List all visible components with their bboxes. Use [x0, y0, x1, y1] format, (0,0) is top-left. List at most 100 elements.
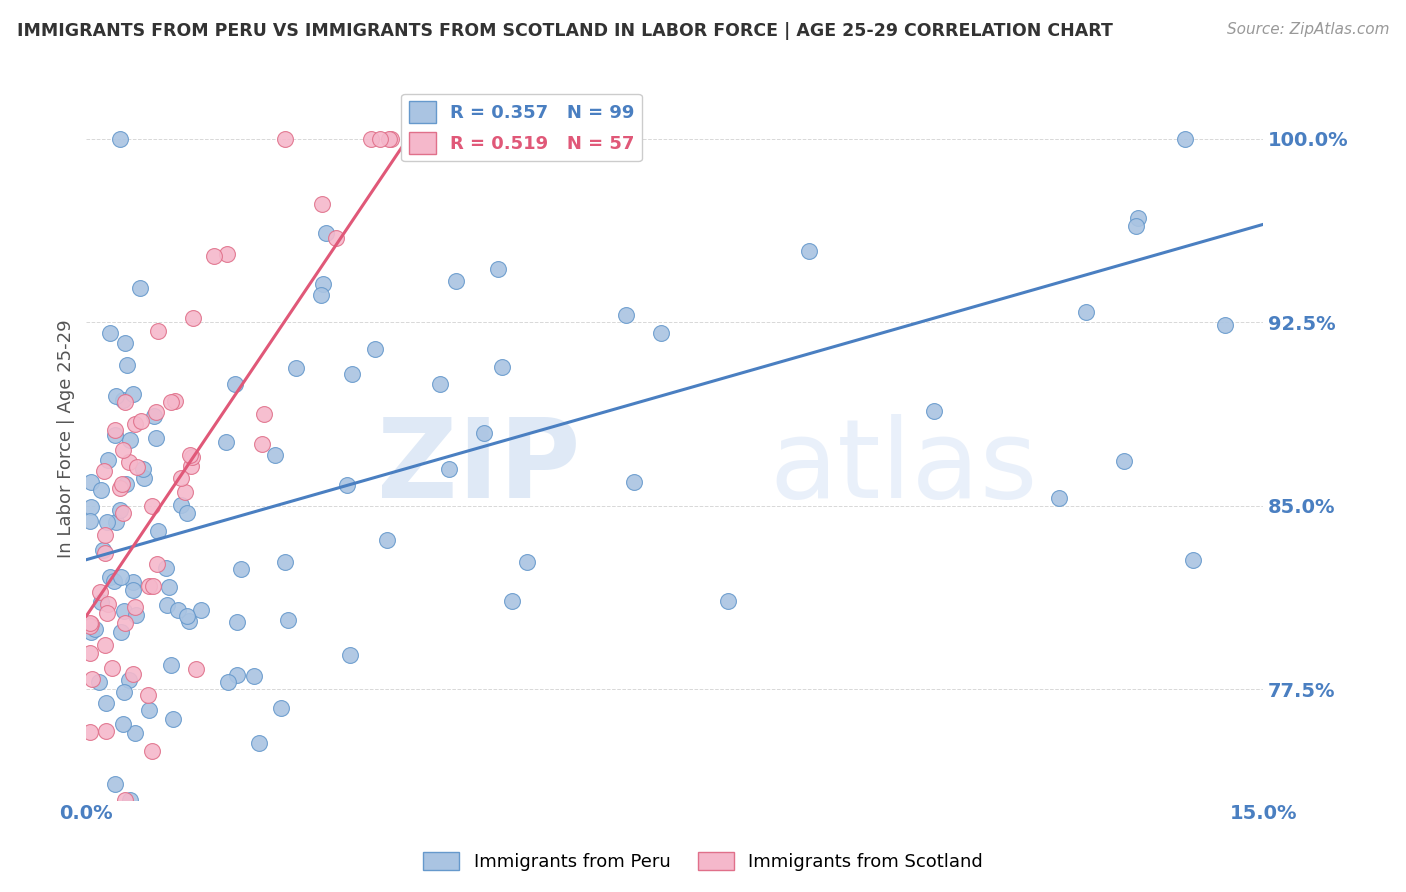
- Point: [247, 736, 270, 750]
- Point: [180, 459, 202, 474]
- Point: [325, 231, 347, 245]
- Point: [104, 515, 127, 529]
- Point: [146, 524, 169, 538]
- Point: [110, 625, 132, 640]
- Point: [115, 476, 138, 491]
- Point: [94, 546, 117, 560]
- Point: [312, 277, 335, 291]
- Point: [93, 464, 115, 478]
- Point: [118, 455, 141, 469]
- Point: [516, 555, 538, 569]
- Text: atlas: atlas: [769, 414, 1038, 521]
- Point: [1181, 553, 1204, 567]
- Point: [501, 593, 523, 607]
- Point: [225, 615, 247, 629]
- Point: [173, 485, 195, 500]
- Point: [80, 625, 103, 640]
- Point: [125, 608, 148, 623]
- Point: [160, 394, 183, 409]
- Point: [270, 700, 292, 714]
- Point: [122, 667, 145, 681]
- Point: [121, 582, 143, 597]
- Point: [429, 376, 451, 391]
- Point: [124, 725, 146, 739]
- Point: [181, 450, 204, 464]
- Point: [79, 515, 101, 529]
- Point: [94, 723, 117, 738]
- Point: [96, 515, 118, 529]
- Point: [167, 603, 190, 617]
- Point: [202, 249, 225, 263]
- Point: [380, 131, 402, 145]
- Point: [128, 280, 150, 294]
- Point: [623, 475, 645, 490]
- Point: [360, 131, 382, 145]
- Point: [118, 433, 141, 447]
- Point: [138, 688, 160, 702]
- Point: [87, 675, 110, 690]
- Point: [96, 606, 118, 620]
- Text: ZIP: ZIP: [377, 414, 581, 521]
- Point: [1126, 211, 1149, 225]
- Point: [141, 743, 163, 757]
- Point: [79, 619, 101, 633]
- Point: [132, 461, 155, 475]
- Point: [111, 477, 134, 491]
- Point: [339, 648, 361, 662]
- Point: [215, 435, 238, 450]
- Point: [273, 555, 295, 569]
- Point: [1213, 318, 1236, 333]
- Point: [231, 562, 253, 576]
- Point: [285, 361, 308, 376]
- Point: [118, 792, 141, 806]
- Point: [190, 603, 212, 617]
- Point: [170, 499, 193, 513]
- Point: [273, 131, 295, 145]
- Point: [364, 343, 387, 357]
- Point: [115, 359, 138, 373]
- Point: [142, 579, 165, 593]
- Point: [125, 460, 148, 475]
- Point: [1047, 491, 1070, 505]
- Point: [491, 359, 513, 374]
- Point: [146, 324, 169, 338]
- Point: [97, 453, 120, 467]
- Point: [378, 131, 401, 145]
- Point: [80, 673, 103, 687]
- Point: [110, 570, 132, 584]
- Point: [97, 597, 120, 611]
- Point: [277, 613, 299, 627]
- Point: [145, 557, 167, 571]
- Text: IMMIGRANTS FROM PERU VS IMMIGRANTS FROM SCOTLAND IN LABOR FORCE | AGE 25-29 CORR: IMMIGRANTS FROM PERU VS IMMIGRANTS FROM …: [17, 22, 1112, 40]
- Point: [98, 326, 121, 341]
- Point: [160, 657, 183, 672]
- Point: [226, 668, 249, 682]
- Text: Source: ZipAtlas.com: Source: ZipAtlas.com: [1226, 22, 1389, 37]
- Point: [112, 506, 135, 520]
- Point: [1125, 219, 1147, 233]
- Point: [104, 777, 127, 791]
- Point: [79, 646, 101, 660]
- Point: [112, 605, 135, 619]
- Point: [243, 668, 266, 682]
- Point: [1174, 131, 1197, 145]
- Point: [157, 580, 180, 594]
- Point: [84, 622, 107, 636]
- Point: [94, 527, 117, 541]
- Point: [217, 247, 239, 261]
- Point: [114, 792, 136, 806]
- Point: [98, 570, 121, 584]
- Point: [108, 481, 131, 495]
- Point: [108, 131, 131, 145]
- Point: [375, 533, 398, 547]
- Point: [156, 598, 179, 612]
- Point: [253, 407, 276, 421]
- Point: [101, 661, 124, 675]
- Point: [474, 425, 496, 440]
- Point: [79, 616, 101, 631]
- Point: [79, 500, 101, 515]
- Point: [90, 483, 112, 497]
- Point: [437, 462, 460, 476]
- Point: [104, 423, 127, 437]
- Point: [90, 595, 112, 609]
